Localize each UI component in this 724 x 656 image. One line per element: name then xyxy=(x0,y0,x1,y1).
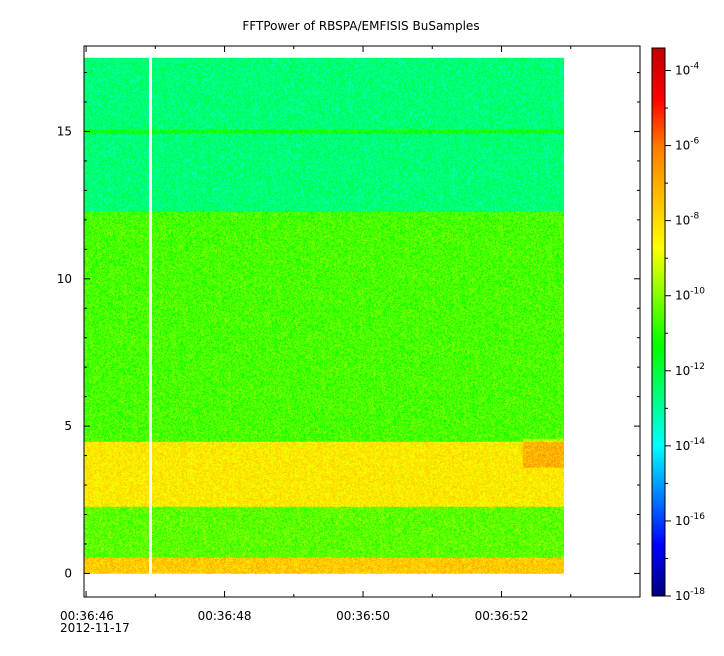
colorbar: 10-4 10-6 10-8 10-10 10-12 10-14 10-16 10-18 xyxy=(651,47,705,603)
x-tick-label: 00:36:46 xyxy=(60,609,114,623)
colorbar-tick-label: 10-6 xyxy=(675,137,700,153)
colorbar-tick-label: 10-12 xyxy=(675,362,705,378)
colorbar-tick-label: 10-10 xyxy=(675,287,705,303)
y-tick-label: 10 xyxy=(57,272,72,286)
colorbar-tick-label: 10-18 xyxy=(675,587,705,603)
y-tick-label: 5 xyxy=(64,419,72,433)
plot-area xyxy=(83,45,641,598)
y-axis: 0 5 10 15 xyxy=(57,72,640,580)
y-tick-label: 15 xyxy=(57,124,72,138)
y-tick-label: 0 xyxy=(64,566,72,580)
data-gap xyxy=(148,57,152,574)
colorbar-tick-label: 10-16 xyxy=(675,512,705,528)
x-tick-label: 00:36:52 xyxy=(475,609,529,623)
colorbar-tick-label: 10-14 xyxy=(675,437,705,453)
spectrogram-image xyxy=(84,57,564,574)
plot-frame xyxy=(83,45,641,598)
colorbar-frame xyxy=(651,47,666,597)
x-tick-label: 00:36:48 xyxy=(198,609,252,623)
colorbar-gradient xyxy=(652,48,665,596)
x-axis: 00:36:46 00:36:48 00:36:50 00:36:52 xyxy=(60,46,641,623)
colorbar-tick-label: 10-8 xyxy=(675,212,700,228)
colorbar-axis: 10-4 10-6 10-8 10-10 10-12 10-14 10-16 10-18 xyxy=(665,62,705,603)
x-tick-label: 00:36:50 xyxy=(336,609,390,623)
colorbar-tick-label: 10-4 xyxy=(675,62,700,78)
chart-title: FFTPower of RBSPA/EMFISIS BuSamples xyxy=(242,19,479,33)
x-axis-date-label: 2012-11-17 xyxy=(60,621,130,635)
